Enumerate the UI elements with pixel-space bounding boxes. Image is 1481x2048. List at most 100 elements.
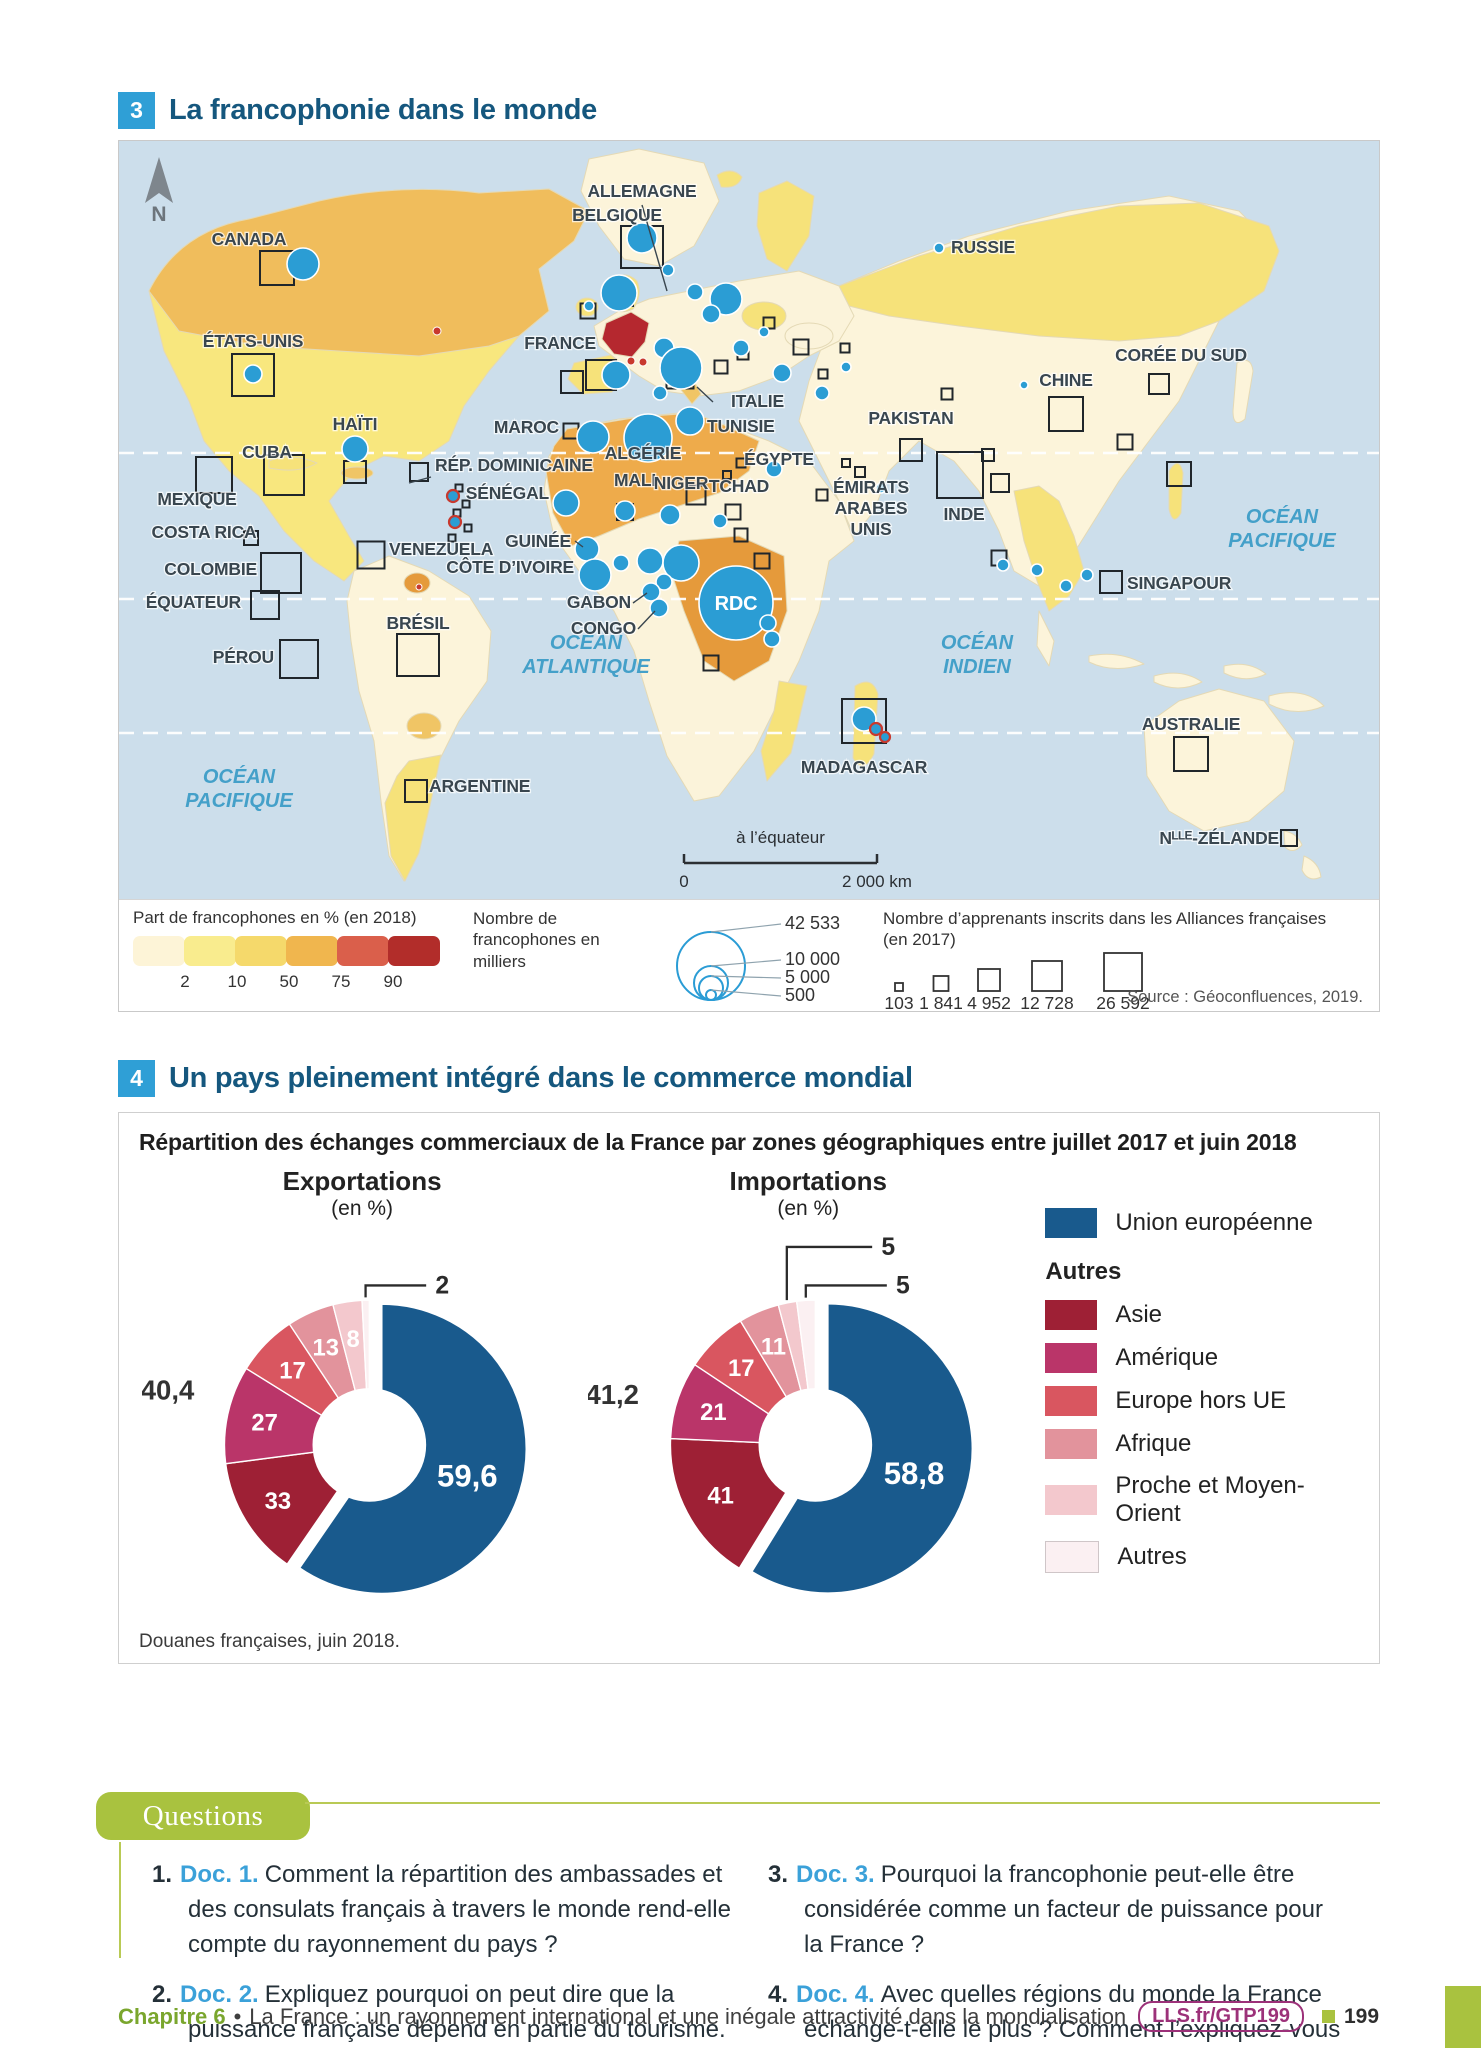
exports-title: Exportations [282,1166,442,1196]
callout-value: 2 [435,1273,449,1300]
country-label: RUSSIE [951,237,1015,257]
alliance-square [409,462,429,482]
circle-size [698,975,724,1001]
chapter-label: Chapitre 6 [118,2003,226,2029]
footer-separator: • [233,2003,242,2029]
country-label: ÉTATS-UNIS [203,330,303,351]
country-label: SÉNÉGAL [466,482,550,503]
francophone-circle [732,339,750,357]
alliance-square [981,448,995,462]
francophone-circle [641,582,661,602]
francophone-circle [659,504,681,526]
country-label: CONGO [571,618,636,638]
legend-row: Europe hors UE [1045,1386,1359,1416]
alliance-square [702,654,720,672]
alliance-square [713,359,729,375]
alliance-square [841,458,851,468]
alliance-square [854,466,866,478]
alliance-square [815,488,829,502]
slice-value: 17 [279,1357,306,1384]
svg-text:0: 0 [679,872,688,891]
territory-dot [415,583,423,591]
square-size [932,974,950,992]
alliance-square [1166,461,1192,487]
alliance-square [1173,736,1209,772]
lls-link[interactable]: LLS.fr/GTP199 [1138,2001,1304,2032]
leader-line [632,592,648,604]
alliance-square [463,523,473,533]
question-number: 4. [768,1981,789,2009]
alliance-square [722,470,732,480]
legend-swatch [1045,1485,1098,1515]
alliance-square [841,698,887,744]
legend-row: Union européenne [1045,1208,1359,1238]
legend-percent-title: Part de francophones en % (en 2018) [133,908,417,927]
ramp-tick: 75 [331,972,351,991]
territory-ring [878,730,892,744]
chart-source: Douanes françaises, juin 2018. [139,1631,400,1652]
alliance-square [735,457,747,469]
country-label: GUINÉE [505,530,571,551]
ramp-swatch [184,936,236,966]
legend-row: Amérique [1045,1343,1359,1373]
questions-column-left: 1. Doc. 1. Comment la répartition des amba… [152,1858,768,2048]
color-ramp: 2 10 50 75 90 [133,936,473,994]
alliance-square [250,590,280,620]
francophone-circle [626,222,658,254]
country-label: BELGIQUE [572,205,662,225]
francophone-circle [758,326,770,338]
francophone-circle [636,547,664,575]
francophone-circle [1030,563,1044,577]
ramp-tick: 90 [383,972,403,991]
leader-line [696,386,714,403]
francophone-circle [675,406,705,436]
francophone-circle [661,263,675,277]
country-label: ALLEMAGNE [587,181,696,201]
francophone-circle [759,614,777,632]
ocean-label: OCÉAN INDIEN [941,631,1014,678]
questions-list: 1. Doc. 1. Comment la répartition des amba… [152,1858,1384,2048]
questions-header: Questions [96,1792,310,1840]
question-text: Comment la répartition des ambassades et… [188,1861,731,1958]
francophone-circle [763,630,781,648]
question-doc-ref: Doc. 4. [796,1981,875,2009]
legend-row: Afrique [1045,1429,1359,1459]
ocean-label: OCÉAN PACIFIQUE [1228,505,1336,552]
questions-left-rule [119,1842,121,1958]
donut-charts-row: Exportations (en %) 33 27 17 13 8 59,6 2 40,4 I… [139,1160,1359,1650]
francophone-circle [659,346,703,390]
circle-size-label: 10 000 [785,949,840,969]
legend-label: Europe hors UE [1115,1387,1287,1414]
legend-label: Afrique [1115,1430,1192,1457]
label-leader-lines [408,204,714,630]
francophone-circle [600,274,638,312]
square-size-label: 103 [884,993,913,1013]
alliance-square [243,530,259,546]
question-text: Expliquez pourquoi on peut dire que la p… [188,1981,726,2044]
page-footer: Chapitre 6 • La France : un rayonnement … [118,2001,1418,2032]
question-doc-ref: Doc. 1. [180,1861,259,1888]
legend-label: Proche et Moyen-Orient [1115,1472,1305,1527]
slice-value: 11 [761,1334,786,1361]
ramp-swatch [133,936,185,966]
callout-line [804,1284,888,1298]
territory-ring [447,514,463,530]
legend-swatch [1045,1386,1098,1416]
legend-label: Asie [1115,1301,1163,1328]
francophone-circle [583,300,595,312]
callout-value: 5 [896,1273,910,1300]
question-number: 1. [152,1861,173,1888]
legend-group-header: Autres [1045,1258,1122,1285]
chapter-title: La France : un rayonnement international… [249,2003,1127,2029]
alliance-square [724,503,742,521]
francophone-circle [840,361,852,373]
legend-row: Proche et Moyen-Orient [1045,1472,1359,1528]
continents [148,148,1325,882]
alliance-square [560,370,584,394]
square-size-label: 12 728 [1020,993,1074,1013]
doc3-badge: 3 [118,92,155,129]
imports-subtitle: (en %) [777,1197,840,1220]
square-size-label: 4 952 [967,993,1011,1013]
doc3-header: 3 La francophonie dans le monde [118,92,597,129]
